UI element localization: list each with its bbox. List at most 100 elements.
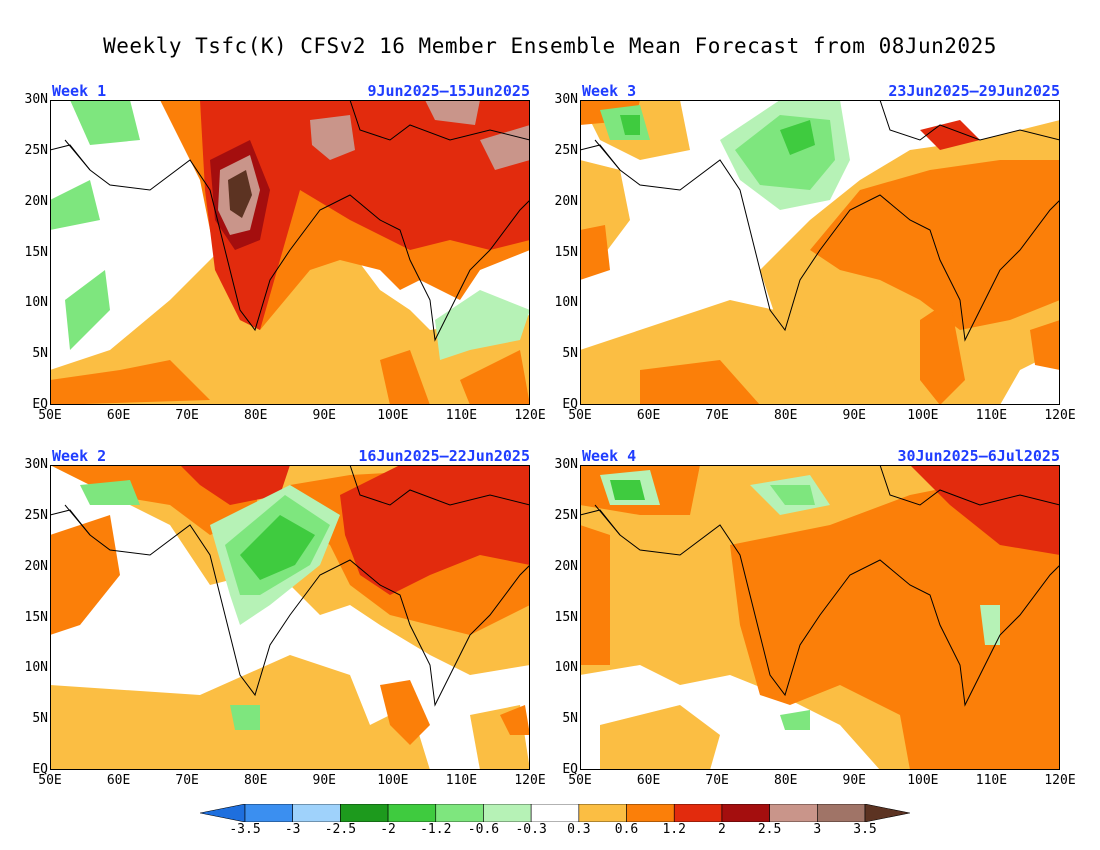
lon-tick-label: 80E (243, 408, 268, 423)
lon-tick-label: 70E (175, 408, 199, 423)
lat-tick-label: 20N (554, 193, 578, 209)
colorbar-swatch (817, 804, 866, 822)
lon-tick-label: 50E (38, 408, 62, 423)
colorbar-swatch (673, 804, 723, 822)
colorbar-tick-label: 2 (718, 822, 726, 837)
lat-tick-label: EQ (562, 762, 578, 777)
lon-tick-label: 60E (106, 773, 131, 788)
map-week-1 (50, 100, 530, 405)
lon-tick-label: 80E (773, 773, 798, 788)
panel-dates: 9Jun2025–15Jun2025 (367, 82, 530, 100)
panel-label: Week 3 (582, 82, 637, 100)
lat-tick-label: 15N (554, 244, 578, 260)
panel-label: Week 2 (52, 447, 107, 465)
lon-tick-label: 50E (568, 408, 592, 423)
lon-tick-label: 100E (907, 773, 939, 788)
lon-tick-label: 110E (975, 773, 1008, 788)
colorbar-swatch (530, 804, 580, 822)
colorbar-swatch (387, 804, 437, 822)
colorbar-swatch (626, 804, 675, 822)
lon-tick-label: 100E (377, 408, 409, 423)
map-frame (50, 100, 530, 405)
colorbar-tick-label: -2 (380, 822, 396, 837)
lat-tick-label: 10N (24, 660, 48, 676)
colorbar-swatch (864, 804, 910, 822)
colorbar-tick-label: 1.2 (662, 822, 686, 837)
figure-title: Weekly Tsfc(K) CFSv2 16 Member Ensemble … (103, 34, 997, 58)
lat-tick-label: 5N (562, 711, 578, 727)
lat-tick-label: 20N (24, 558, 48, 574)
map-frame (50, 465, 530, 770)
lat-tick-label: 20N (554, 558, 578, 574)
panel-dates: 23Jun2025–29Jun2025 (888, 82, 1060, 100)
map-week-2 (50, 465, 530, 770)
lon-tick-label: 50E (38, 773, 62, 788)
lon-tick-label: 120E (1044, 408, 1076, 423)
colorbar-swatch (200, 804, 246, 822)
lon-tick-label: 60E (636, 408, 661, 423)
lon-tick-label: 100E (377, 773, 409, 788)
lon-tick-label: 50E (568, 773, 592, 788)
lon-tick-label: 90E (312, 408, 337, 423)
colorbar (200, 804, 910, 822)
colorbar-swatch (244, 804, 293, 822)
lat-tick-label: 30N (554, 457, 578, 472)
panel-week-1: Week 1 9Jun2025–15Jun2025 (50, 82, 530, 405)
lat-tick-label: EQ (32, 762, 48, 777)
colorbar-swatch (769, 804, 818, 822)
colorbar-tick-label: -0.6 (467, 822, 500, 837)
colorbar-tick-label: -1.2 (420, 822, 452, 837)
panel-label: Week 4 (582, 447, 637, 465)
panel-week-3: Week 3 23Jun2025–29Jun2025 (580, 82, 1060, 405)
lat-tick-label: 30N (554, 92, 578, 107)
map-frame (580, 465, 1060, 770)
map-week-4 (580, 465, 1060, 770)
lon-tick-label: 110E (975, 408, 1008, 423)
colorbar-swatch (292, 804, 341, 822)
lat-tick-label: 10N (554, 295, 578, 311)
colorbar-tick-label: 0.3 (567, 822, 591, 837)
lat-tick-label: EQ (32, 397, 48, 412)
colorbar-tick-label: -0.3 (515, 822, 547, 837)
map-frame (580, 100, 1060, 405)
lon-tick-label: 70E (705, 773, 729, 788)
lon-tick-label: 60E (636, 773, 661, 788)
lat-tick-label: EQ (562, 397, 578, 412)
lon-tick-label: 120E (514, 408, 546, 423)
lat-tick-label: 5N (562, 346, 578, 362)
lat-tick-label: 5N (32, 711, 48, 727)
lon-tick-label: 90E (842, 773, 867, 788)
lon-tick-label: 110E (445, 773, 478, 788)
lon-tick-label: 100E (907, 408, 939, 423)
lon-tick-label: 70E (175, 773, 199, 788)
colorbar-tick-label: -2.5 (324, 822, 357, 837)
lat-tick-label: 30N (24, 457, 48, 472)
colorbar-tick-label: 2.5 (757, 822, 782, 837)
lat-tick-label: 30N (24, 92, 48, 107)
lon-tick-label: 80E (773, 408, 798, 423)
lat-tick-label: 25N (554, 507, 578, 523)
panel-week-4: Week 4 30Jun2025–6Jul2025 (580, 447, 1060, 770)
lon-tick-label: 90E (312, 773, 337, 788)
lon-tick-label: 90E (842, 408, 867, 423)
lon-tick-label: 80E (243, 773, 268, 788)
lon-tick-label: 60E (106, 408, 131, 423)
panel-dates: 30Jun2025–6Jul2025 (897, 447, 1060, 465)
lat-tick-label: 15N (24, 244, 48, 260)
colorbar-tick-label: 0.6 (614, 822, 639, 837)
colorbar-swatch (340, 804, 389, 822)
colorbar-swatch (721, 804, 770, 822)
panel-dates: 16Jun2025–22Jun2025 (358, 447, 530, 465)
lat-tick-label: 10N (554, 660, 578, 676)
colorbar-tick-label: -3 (284, 822, 301, 837)
colorbar-tick-label: -3.5 (229, 822, 261, 837)
lat-tick-label: 20N (24, 193, 48, 209)
lat-tick-label: 25N (24, 507, 48, 523)
lat-tick-label: 5N (32, 346, 48, 362)
colorbar-tick-label: 3.5 (853, 822, 877, 837)
panel-week-2: Week 2 16Jun2025–22Jun2025 (50, 447, 530, 770)
lat-tick-label: 15N (24, 609, 48, 625)
colorbar-swatch (435, 804, 484, 822)
colorbar-swatch (578, 804, 627, 822)
map-week-3 (580, 100, 1060, 405)
